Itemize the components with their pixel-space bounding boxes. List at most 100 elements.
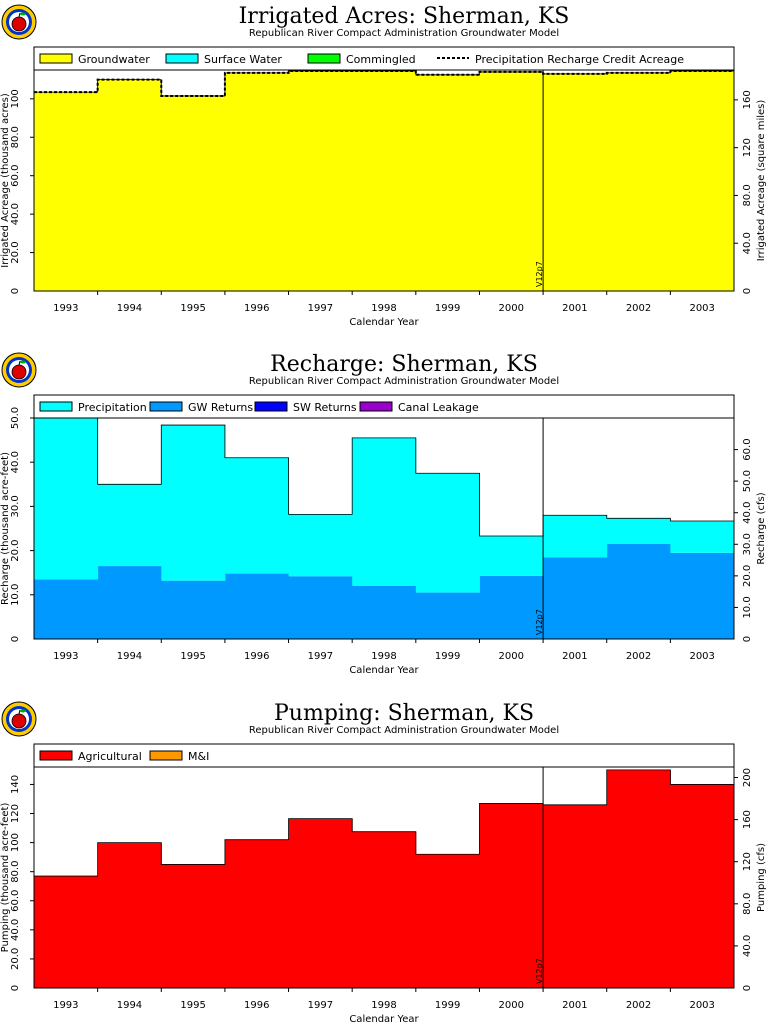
bar-segment [161, 580, 226, 639]
version-marker-label: V12p7 [535, 609, 544, 635]
x-tick-label: 1996 [244, 651, 269, 662]
x-tick-label: 2002 [626, 651, 651, 662]
x-tick-label: 2001 [562, 1000, 587, 1011]
bar-segment [352, 70, 417, 291]
bar-segment [288, 576, 353, 639]
bar-segment [415, 473, 480, 593]
y-tick-label: 40.0 [10, 203, 21, 225]
legend-label: Precipitation [78, 401, 147, 414]
x-tick-label: 1995 [180, 651, 205, 662]
y2-tick-label: 120 [742, 852, 753, 871]
y2-tick-label: 120 [742, 138, 753, 157]
bar-segment [670, 784, 735, 988]
x-tick-label: 2000 [499, 303, 524, 314]
logo-apple-leaf [20, 709, 26, 713]
y2-tick-label-zero: 0 [742, 985, 753, 991]
x-tick-label: 1999 [435, 651, 460, 662]
x-tick-label: 1996 [244, 303, 269, 314]
legend-label: Canal Leakage [398, 401, 479, 414]
y-tick-label: 40.0 [10, 919, 21, 941]
chart-title: Pumping: Sherman, KS [274, 701, 534, 726]
legend-swatch [165, 53, 199, 64]
y2-tick-label: 30.0 [742, 533, 753, 555]
legend-label: Commingled [346, 53, 416, 66]
bar-segment [224, 457, 290, 574]
x-tick-label: 2003 [689, 303, 714, 314]
x-tick-label: 1993 [53, 651, 78, 662]
bar-segment [34, 418, 99, 580]
y2-tick-label: 80.0 [742, 184, 753, 206]
x-tick-label: 2002 [626, 303, 651, 314]
bar-segment [543, 73, 608, 291]
chart-subtitle: Republican River Compact Administration … [249, 28, 559, 39]
y-tick-label: 20.0 [10, 948, 21, 970]
bar-segment [606, 769, 671, 988]
logo-apple-stem [18, 12, 21, 18]
bar-segment [97, 566, 162, 639]
x-tick-label: 1999 [435, 1000, 460, 1011]
legend-label: SW Returns [293, 401, 357, 414]
version-marker-label: V12p7 [535, 261, 544, 287]
series-outline [34, 769, 734, 877]
bar-segment [288, 70, 353, 291]
y-tick-label: 80.0 [10, 126, 21, 148]
legend-label: Surface Water [204, 53, 282, 66]
legend-swatch [149, 750, 183, 761]
y-tick-label: 20.0 [10, 539, 21, 561]
chart-title: Recharge: Sherman, KS [270, 352, 538, 377]
x-tick-label: 1997 [308, 303, 333, 314]
y2-axis-label: Recharge (cfs) [756, 492, 767, 564]
bar-segment [97, 842, 162, 988]
series-outline [34, 417, 734, 537]
version-marker-label: V12p7 [535, 958, 544, 984]
y2-tick-label-zero: 0 [742, 288, 753, 294]
y2-tick-label: 160 [742, 90, 753, 109]
legend-label: Groundwater [78, 53, 150, 66]
y2-tick-label-zero: 0 [742, 636, 753, 642]
logo-apple [11, 713, 27, 729]
apple-logo-icon [1, 352, 37, 388]
bar-segment [606, 72, 671, 292]
dashed-series-line [34, 69, 734, 97]
x-tick-label: 1995 [180, 1000, 205, 1011]
bar-segment [34, 876, 99, 988]
legend-label: Precipitation Recharge Credit Acreage [475, 53, 684, 66]
y2-tick-label: 200 [742, 768, 753, 787]
y-tick-label: 60.0 [10, 165, 21, 187]
logo-apple-leaf [20, 360, 26, 364]
x-tick-label: 2003 [689, 1000, 714, 1011]
bar-segment [415, 592, 480, 639]
y-tick-label: 120 [10, 804, 21, 823]
bar-segment [161, 425, 226, 581]
y-tick-label: 100 [10, 89, 21, 108]
y2-tick-label: 40.0 [742, 232, 753, 254]
y-tick-label: 80.0 [10, 861, 21, 883]
y-axis-label: Recharge (thousand acre-feet) [0, 452, 11, 605]
x-tick-label: 1998 [371, 651, 396, 662]
y-tick-label: 100 [10, 833, 21, 852]
y2-axis-label: Irrigated Acreage (square miles) [756, 100, 767, 262]
y2-tick-label: 10.0 [742, 596, 753, 618]
x-tick-label: 1994 [117, 303, 142, 314]
logo-apple-stem [18, 360, 21, 366]
bar-segment [670, 70, 735, 291]
bar-segment [543, 804, 608, 988]
bar-segment [352, 585, 417, 639]
plot-frame [33, 69, 735, 292]
legend-swatch [39, 750, 73, 761]
legend-swatch [149, 401, 183, 412]
x-tick-label: 1998 [371, 1000, 396, 1011]
y-tick-label: 50.0 [10, 407, 21, 429]
plot-frame [33, 766, 735, 989]
legend-label: M&I [188, 750, 209, 763]
y2-tick-label: 60.0 [742, 438, 753, 460]
y-axis-label: Irrigated Acreage (thousand acres) [0, 93, 11, 268]
y-tick-label: 60.0 [10, 890, 21, 912]
bar-segment [224, 573, 290, 639]
x-axis-label: Calendar Year [349, 317, 419, 328]
x-tick-label: 2003 [689, 651, 714, 662]
y2-tick-label: 40.0 [742, 935, 753, 957]
x-tick-label: 1994 [117, 1000, 142, 1011]
logo-apple [11, 16, 27, 32]
y-axis-label: Pumping (thousand acre-feet) [0, 803, 11, 953]
